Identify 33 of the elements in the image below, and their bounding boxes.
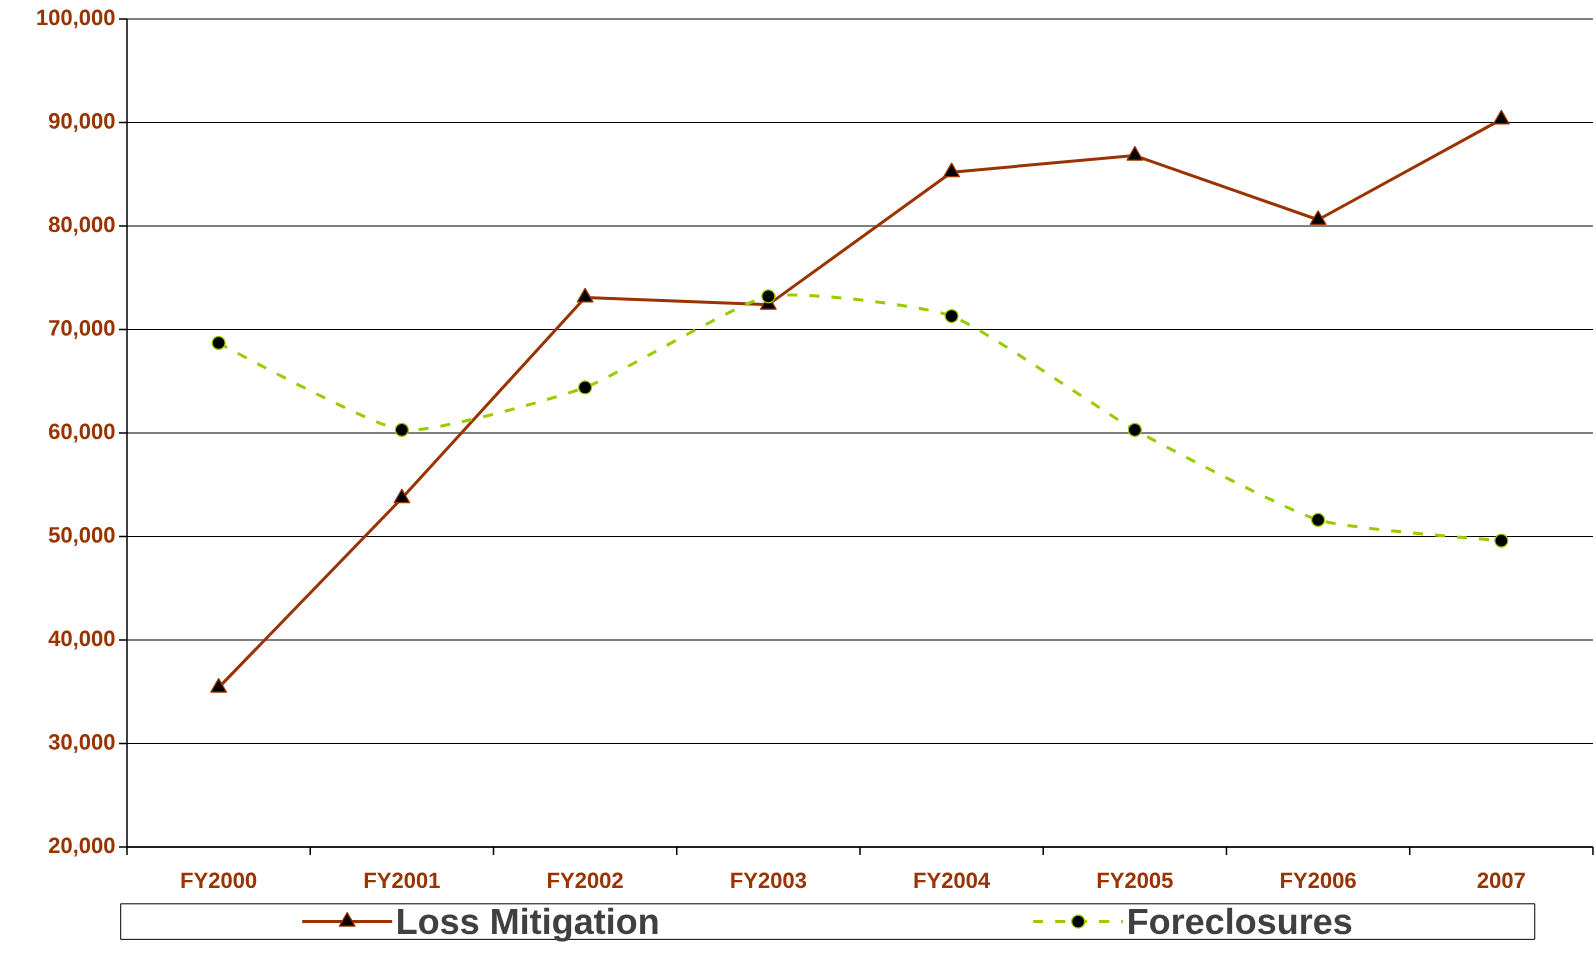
y-tick-label: 100,000 <box>37 9 115 29</box>
y-tick-label: 80,000 <box>48 216 115 236</box>
x-tick-label: FY2004 <box>914 872 991 889</box>
point <box>1127 422 1142 437</box>
x-tick-label: 2007 <box>1477 872 1525 889</box>
x-tick-label: FY2006 <box>1281 872 1356 889</box>
x-tick-label: FY2002 <box>548 872 623 889</box>
point <box>578 380 593 395</box>
point <box>943 162 960 178</box>
x-tick-label: FY2001 <box>364 872 440 889</box>
y-tick-label: 20,000 <box>48 837 115 857</box>
point <box>394 422 409 437</box>
y-tick-label: 60,000 <box>49 423 115 443</box>
point <box>944 308 959 324</box>
point <box>576 287 594 303</box>
y-tick-label: 50,000 <box>48 527 115 546</box>
point <box>1309 210 1327 225</box>
y-tick-label: 30,000 <box>48 734 115 753</box>
point <box>1492 109 1510 125</box>
point <box>761 289 776 304</box>
point <box>211 335 226 351</box>
point <box>393 488 411 504</box>
x-tick-label: FY2003 <box>731 872 807 889</box>
x-tick-label: FY2005 <box>1097 872 1173 889</box>
x-tick-label: FY2000 <box>181 872 257 889</box>
point <box>1310 512 1326 528</box>
y-tick-label: 40,000 <box>48 630 115 650</box>
y-tick-label: 90,000 <box>48 113 115 132</box>
legend-label: Loss Mitigation <box>398 907 658 942</box>
y-tick-label: 70,000 <box>49 320 115 339</box>
point <box>1494 533 1509 548</box>
legend-label: Foreclosures <box>1129 907 1352 935</box>
point <box>1126 146 1144 161</box>
